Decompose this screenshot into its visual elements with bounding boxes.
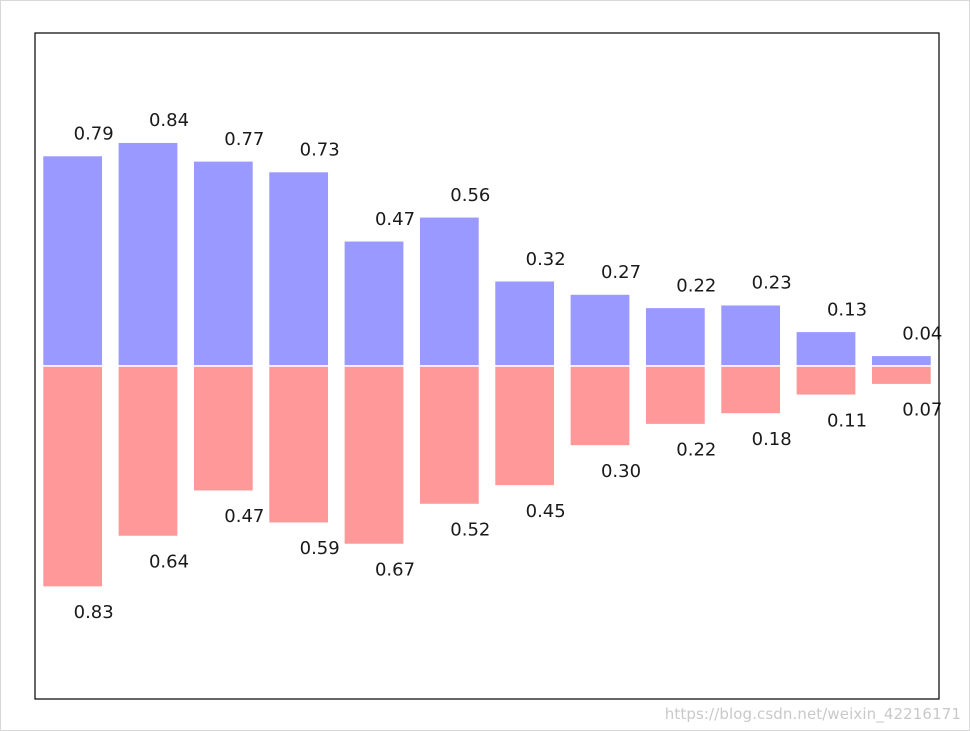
watermark-text: https://blog.csdn.net/weixin_42216171 [664,705,961,723]
lower-bar-8 [644,365,707,426]
lower-bars [41,365,933,588]
upper-bar-label-0: 0.79 [74,124,114,145]
upper-bar-label-6: 0.32 [526,249,566,270]
lower-bar-1 [117,365,179,538]
lower-bar-label-6: 0.45 [526,501,566,522]
upper-bar-4 [343,240,405,367]
upper-bar-8 [644,306,707,367]
upper-bar-label-8: 0.22 [676,275,716,296]
lower-bar-label-1: 0.64 [149,552,189,573]
upper-bar-0 [41,154,104,367]
lower-bar-label-11: 0.07 [902,400,942,421]
lower-bar-3 [267,365,330,524]
plot-area-background [35,33,939,699]
upper-bar-label-2: 0.77 [224,129,264,150]
lower-bar-10 [795,365,857,397]
upper-bar-10 [795,330,857,367]
upper-bar-label-1: 0.84 [149,110,189,131]
upper-bar-9 [719,303,782,367]
lower-bar-7 [569,365,631,447]
lower-bar-label-2: 0.47 [224,506,264,527]
lower-bar-label-8: 0.22 [676,440,716,461]
upper-bars [41,141,933,367]
upper-bar-label-10: 0.13 [827,299,867,320]
upper-bar-7 [569,293,631,367]
upper-bar-1 [117,141,179,367]
lower-bar-label-0: 0.83 [74,602,114,623]
lower-bar-0 [41,365,104,588]
lower-bar-5 [418,365,481,506]
upper-bar-label-4: 0.47 [375,209,415,230]
upper-bar-labels: 0.79 0.84 0.77 0.73 0.47 0.56 0.32 0.27 0.22 0.23… [74,110,943,344]
lower-bar-2 [192,365,255,492]
lower-bar-4 [343,365,405,546]
plot-area-border [34,32,940,700]
lower-bar-label-10: 0.11 [827,410,867,431]
upper-bar-3 [267,170,330,367]
upper-bar-label-9: 0.23 [752,273,792,294]
lower-bar-labels: 0.83 0.64 0.47 0.59 0.67 0.52 0.45 0.30 0.22 0.18… [74,400,943,623]
lower-bar-11 [870,365,933,386]
upper-bar-label-3: 0.73 [300,140,340,161]
lower-bar-9 [719,365,782,415]
lower-bar-label-7: 0.30 [601,461,641,482]
lower-bar-label-3: 0.59 [300,538,340,559]
upper-bar-label-7: 0.27 [601,262,641,283]
upper-bar-6 [493,280,556,367]
lower-bar-label-5: 0.52 [450,520,490,541]
upper-bar-label-5: 0.56 [450,185,490,206]
upper-bar-2 [192,160,255,367]
upper-bar-11 [870,354,933,367]
upper-bar-label-11: 0.04 [902,323,942,344]
lower-bar-label-4: 0.67 [375,559,415,580]
lower-bar-6 [493,365,556,487]
upper-bar-5 [418,216,481,367]
lower-bar-label-9: 0.18 [752,429,792,450]
